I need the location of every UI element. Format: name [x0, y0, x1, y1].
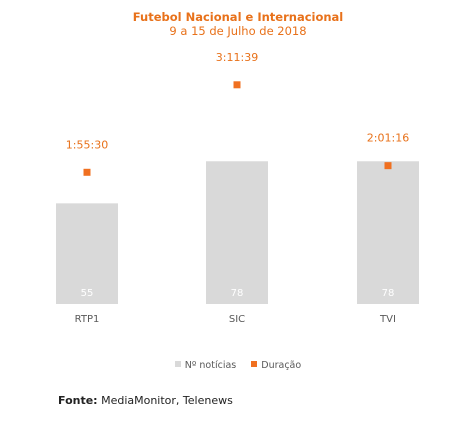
duration-value-label: 1:55:30	[66, 138, 108, 151]
duration-value-label: 2:01:16	[367, 132, 409, 145]
chart-title: Futebol Nacional e Internacional	[132, 10, 344, 24]
duration-value-label: 3:11:39	[216, 51, 258, 64]
bar-value-label: 78	[382, 288, 395, 299]
category-tick-label: TVI	[379, 314, 396, 325]
duration-marker	[384, 162, 392, 170]
chart-legend: Nº notícias Duração	[0, 360, 476, 371]
duration-marker	[83, 168, 91, 176]
source-label: Fonte:	[58, 394, 98, 407]
chart-subtitle: 9 a 15 de Julho de 2018	[169, 24, 307, 38]
source-text: MediaMonitor, Telenews	[97, 394, 233, 407]
source-note: Fonte: MediaMonitor, Telenews	[58, 394, 233, 407]
bar-value-label: 55	[81, 288, 94, 299]
legend-item-news: Nº notícias	[174, 360, 237, 371]
legend-label-news: Nº notícias	[184, 360, 237, 371]
legend-swatch-news	[174, 361, 181, 367]
legend-label-duration: Duração	[261, 360, 302, 371]
bar-rtp1	[56, 203, 118, 304]
bar-value-label: 78	[231, 288, 244, 299]
duration-marker	[233, 81, 241, 89]
legend-swatch-duration	[251, 361, 258, 367]
bar-sic	[206, 161, 268, 304]
legend-item-duration: Duração	[251, 360, 301, 371]
category-tick-label: SIC	[229, 314, 245, 325]
category-tick-label: RTP1	[75, 314, 100, 325]
bar-tvi	[357, 161, 419, 304]
